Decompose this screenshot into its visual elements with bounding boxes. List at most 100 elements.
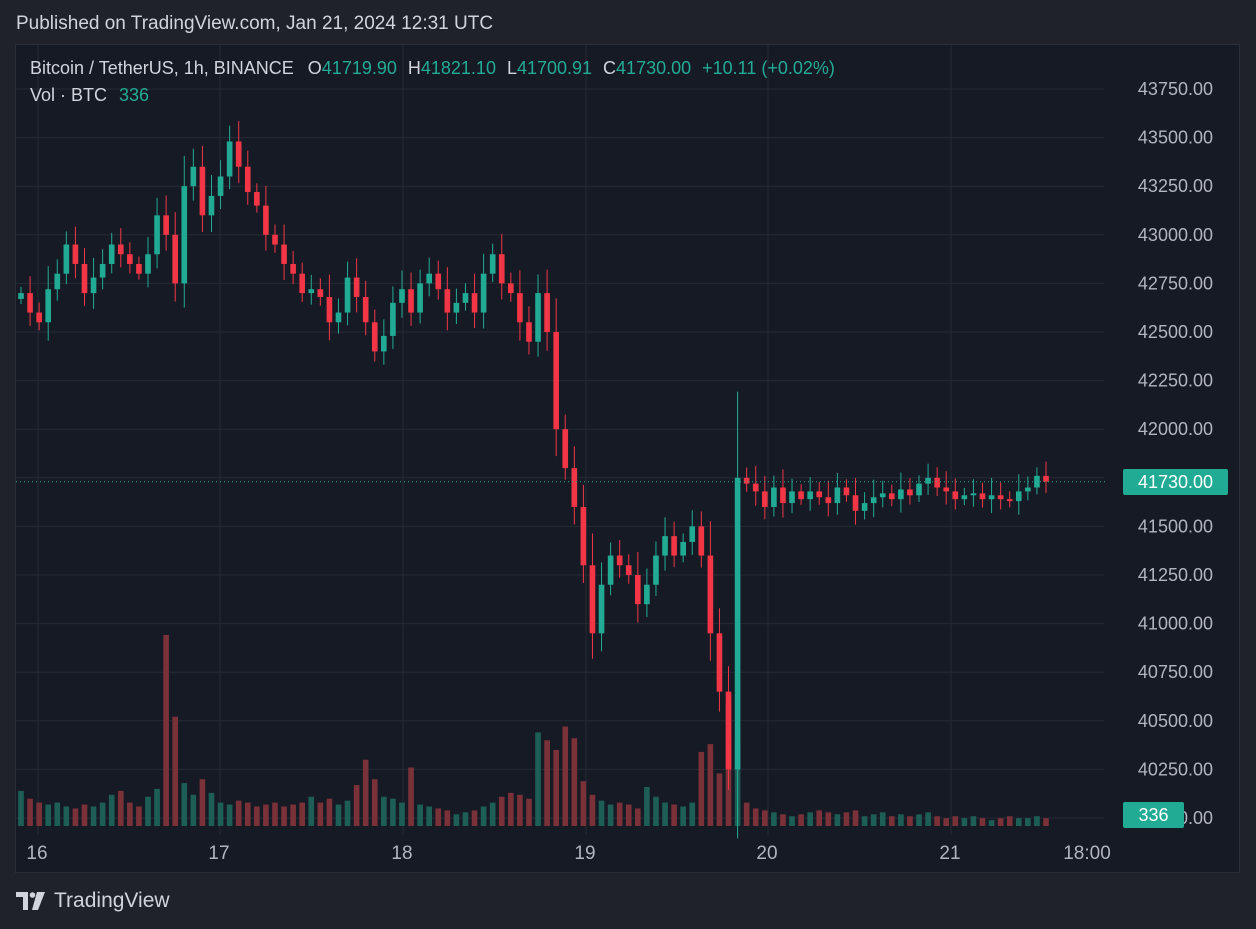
candle-body[interactable] (771, 487, 777, 507)
candle-body[interactable] (607, 555, 614, 585)
candle-body[interactable] (489, 254, 496, 274)
candle-body[interactable] (535, 293, 541, 342)
candle-body[interactable] (335, 312, 342, 323)
candle-body[interactable] (199, 166, 206, 216)
candle-body[interactable] (444, 289, 451, 313)
candle-body[interactable] (244, 166, 251, 193)
candle-body[interactable] (1025, 487, 1031, 492)
candle-body[interactable] (99, 263, 106, 278)
candle-body[interactable] (1043, 475, 1049, 482)
candle-body[interactable] (571, 468, 578, 507)
candle-body[interactable] (517, 293, 523, 323)
candle-body[interactable] (780, 487, 786, 504)
candle-body[interactable] (988, 495, 995, 500)
candle-body[interactable] (217, 176, 224, 196)
candle-body[interactable] (471, 293, 478, 313)
candle-body[interactable] (1015, 491, 1022, 502)
candle-body[interactable] (462, 293, 469, 303)
candle-body[interactable] (680, 541, 686, 556)
candle-body[interactable] (371, 322, 378, 352)
candle-body[interactable] (725, 691, 732, 770)
candle-body[interactable] (843, 487, 850, 496)
candle-body[interactable] (27, 293, 33, 313)
candle-body[interactable] (326, 297, 333, 323)
candle-body[interactable] (399, 289, 405, 303)
candle-body[interactable] (825, 497, 832, 504)
candle-body[interactable] (943, 487, 950, 492)
candle-body[interactable] (172, 234, 179, 284)
candle-body[interactable] (226, 141, 233, 177)
candle-body[interactable] (662, 536, 668, 556)
candle-body[interactable] (299, 273, 306, 294)
candle-body[interactable] (72, 244, 79, 264)
candle-body[interactable] (934, 477, 940, 488)
candle-body[interactable] (861, 503, 868, 511)
candle-body[interactable] (644, 584, 650, 605)
candle-body[interactable] (281, 244, 287, 264)
candle-body[interactable] (117, 244, 124, 255)
candle-body[interactable] (362, 297, 369, 323)
candle-body[interactable] (308, 289, 315, 294)
candle-body[interactable] (435, 273, 442, 290)
candle-body[interactable] (870, 497, 877, 504)
candle-body[interactable] (707, 555, 714, 634)
candle-body[interactable] (154, 215, 160, 255)
candle-body[interactable] (562, 429, 569, 469)
candle-body[interactable] (816, 491, 823, 498)
candle-body[interactable] (997, 495, 1004, 500)
candle-body[interactable] (353, 277, 360, 298)
candle-body[interactable] (743, 477, 750, 484)
candle-body[interactable] (635, 575, 641, 605)
candle-body[interactable] (671, 536, 677, 556)
candle-body[interactable] (888, 493, 895, 500)
candle-body[interactable] (598, 584, 605, 634)
candle-body[interactable] (426, 273, 432, 284)
candle-body[interactable] (145, 254, 151, 274)
candle-body[interactable] (90, 277, 97, 294)
candle-body[interactable] (925, 477, 931, 484)
candle-body[interactable] (852, 495, 859, 511)
candle-body[interactable] (290, 263, 296, 274)
candle-body[interactable] (1006, 499, 1013, 502)
candle-body[interactable] (36, 312, 42, 323)
chart-panel[interactable]: 43750.00 43500.00 43250.00 43000.00 42750.00… (15, 44, 1240, 873)
candle-body[interactable] (190, 166, 197, 187)
candle-body[interactable] (961, 495, 968, 500)
candle-body[interactable] (208, 195, 215, 216)
candle-body[interactable] (181, 186, 188, 284)
candle-body[interactable] (580, 506, 587, 566)
candle-body[interactable] (698, 526, 705, 556)
candle-body[interactable] (63, 244, 70, 274)
candle-body[interactable] (45, 289, 52, 323)
candle-body[interactable] (544, 293, 550, 332)
candle-body[interactable] (417, 283, 423, 313)
candle-body[interactable] (879, 493, 886, 498)
candle-body[interactable] (589, 565, 596, 634)
candle-body[interactable] (898, 489, 904, 500)
candle-body[interactable] (752, 483, 759, 492)
candle-body[interactable] (127, 254, 133, 264)
candle-body[interactable] (526, 322, 532, 342)
candle-body[interactable] (798, 491, 804, 500)
candle-body[interactable] (453, 302, 460, 313)
candle-body[interactable] (734, 477, 741, 770)
candle-body[interactable] (498, 254, 505, 284)
candle-body[interactable] (263, 205, 269, 235)
candle-body[interactable] (408, 289, 414, 313)
candle-body[interactable] (344, 277, 351, 313)
candle-body[interactable] (317, 289, 324, 298)
candle-body[interactable] (789, 491, 795, 504)
candle-body[interactable] (390, 302, 396, 336)
candle-body[interactable] (136, 263, 142, 274)
candle-body[interactable] (54, 273, 61, 290)
candle-body[interactable] (508, 283, 514, 294)
candle-body[interactable] (81, 263, 88, 294)
candle-body[interactable] (761, 491, 768, 507)
candle-body[interactable] (979, 493, 986, 500)
footer-brand[interactable]: TradingView (16, 889, 170, 913)
candle-body[interactable] (480, 273, 487, 313)
candle-body[interactable] (716, 633, 723, 692)
candle-body[interactable] (653, 555, 659, 585)
candle-body[interactable] (807, 491, 813, 500)
candle-body[interactable] (689, 526, 696, 542)
